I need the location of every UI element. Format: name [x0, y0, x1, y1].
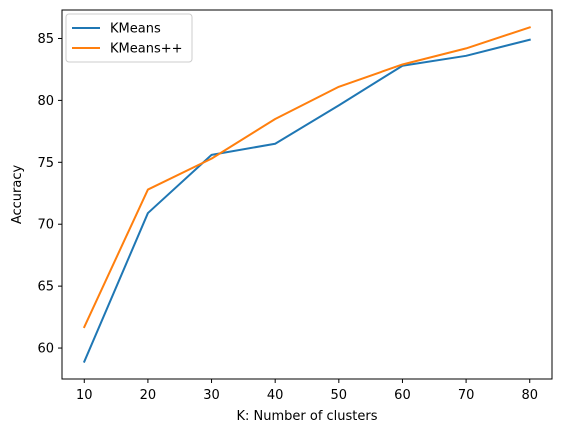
y-tick-label: 85 — [37, 32, 54, 47]
y-tick-label: 60 — [37, 342, 54, 357]
legend: KMeans KMeans++ — [65, 13, 193, 63]
series-line-1 — [82, 26, 531, 329]
x-tick-label: 60 — [394, 388, 411, 403]
y-axis-ticks: 60 65 70 75 80 85 — [37, 32, 62, 357]
legend-label: KMeans — [110, 22, 161, 37]
series-line-0 — [82, 38, 531, 363]
x-tick-label: 40 — [267, 388, 284, 403]
y-tick-label: 70 — [37, 218, 54, 233]
x-tick-label: 70 — [458, 388, 475, 403]
x-tick-label: 50 — [331, 388, 348, 403]
x-axis-ticks: 10 20 30 40 50 60 70 80 — [76, 379, 538, 403]
y-axis-label: Accuracy — [10, 165, 25, 225]
y-tick-label: 65 — [37, 280, 54, 295]
x-tick-label: 80 — [521, 388, 538, 403]
x-tick-label: 30 — [203, 388, 220, 403]
y-tick-label: 80 — [37, 94, 54, 109]
legend-label: KMeans++ — [110, 42, 183, 57]
x-tick-label: 10 — [76, 388, 93, 403]
plot-frame — [61, 9, 553, 380]
x-axis-label: K: Number of clusters — [236, 409, 377, 424]
legend-box — [65, 13, 193, 63]
x-tick-label: 20 — [140, 388, 157, 403]
y-tick-label: 75 — [37, 156, 54, 171]
plot-lines — [82, 26, 531, 363]
